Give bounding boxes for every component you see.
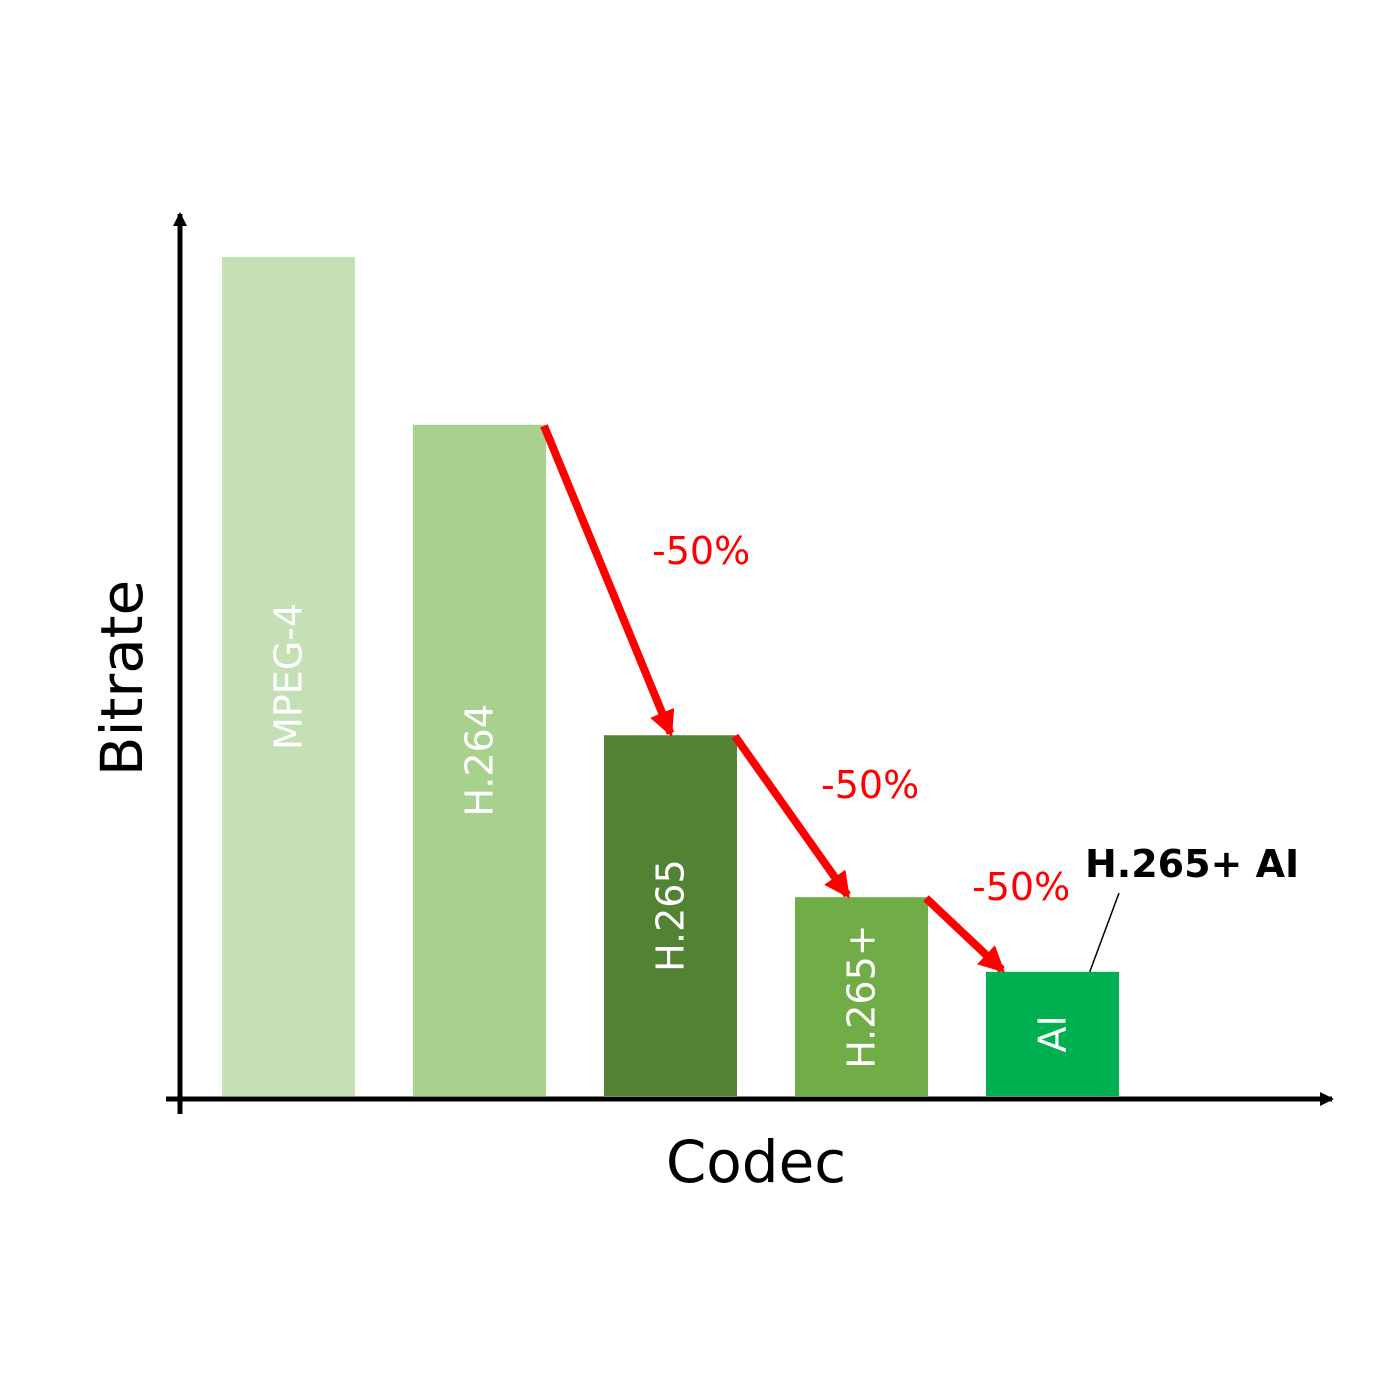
bar-label-h-264: H.264 [458,704,502,817]
callout-leader-line [1089,892,1120,973]
x-axis-title: Codec [666,1128,846,1196]
reduction-arrows-group: -50% -50% -50% [540,424,1070,973]
reduction-arrow-3 [923,895,1005,973]
bar-label-ai: AI [1031,1015,1075,1052]
reduction-label-3: -50% [972,865,1070,909]
bar-h-265 [604,735,737,1096]
bar-label-h-265: H.265+ [840,924,884,1068]
reduction-arrow-1 [540,424,675,737]
reduction-arrow-2 [731,733,851,899]
reduction-label-2: -50% [821,763,919,807]
bar-label-h-265: H.265 [649,859,693,972]
callout-label: H.265+ AI [1085,842,1299,886]
reduction-label-1: -50% [652,529,750,573]
bar-h-264 [413,424,546,1096]
bar-ai [986,971,1119,1096]
y-axis-title: Bitrate [88,580,156,776]
bar-mpeg-4 [222,257,355,1096]
bars-group: MPEG-4 H.264 H.265 H.265+ AI [222,257,1119,1096]
bar-h-265 [795,897,928,1096]
bar-label-mpeg-4: MPEG-4 [267,603,311,750]
